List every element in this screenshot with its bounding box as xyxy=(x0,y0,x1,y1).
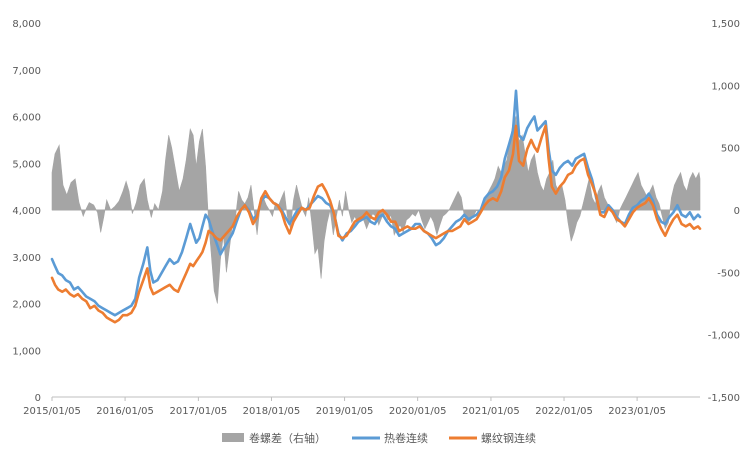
y-left-tick-label: 5,000 xyxy=(12,159,41,170)
y-left-tick-label: 6,000 xyxy=(12,113,41,124)
legend-label: 热卷连续 xyxy=(384,431,428,445)
legend-label: 螺纹钢连续 xyxy=(481,431,536,445)
x-tick-label: 2023/01/05 xyxy=(608,406,666,417)
x-tick-label: 2020/01/05 xyxy=(389,406,447,417)
y-right-tick-label: 0 xyxy=(734,206,740,217)
y-right-tick-label: -500 xyxy=(717,268,740,279)
x-tick-label: 2018/01/05 xyxy=(243,406,301,417)
y-left-tick-label: 2,000 xyxy=(12,300,41,311)
y-right-tick-label: 500 xyxy=(721,144,740,155)
y-left-tick-label: 0 xyxy=(35,393,41,404)
y-left-tick-label: 4,000 xyxy=(12,206,41,217)
x-tick-label: 2022/01/05 xyxy=(535,406,593,417)
x-tick-label: 2019/01/05 xyxy=(316,406,374,417)
y-left-tick-label: 1,000 xyxy=(12,346,41,357)
legend-swatch-spread xyxy=(222,433,244,442)
y-left-tick-label: 3,000 xyxy=(12,253,41,264)
y-right-tick-label: 1,000 xyxy=(711,81,740,92)
x-tick-label: 2017/01/05 xyxy=(170,406,228,417)
y-left-tick-label: 8,000 xyxy=(12,19,41,30)
x-tick-label: 2015/01/05 xyxy=(23,406,81,417)
x-tick-label: 2021/01/05 xyxy=(462,406,520,417)
x-tick-label: 2016/01/05 xyxy=(96,406,154,417)
legend-label: 卷螺差（右轴） xyxy=(249,431,326,445)
y-right-tick-label: 1,500 xyxy=(711,19,740,30)
y-left-tick-label: 7,000 xyxy=(12,66,41,77)
series-hot-coil-line xyxy=(50,89,702,317)
y-right-tick-label: -1,500 xyxy=(708,393,740,404)
y-right-tick-label: -1,000 xyxy=(708,331,740,342)
series-rebar-line xyxy=(50,124,702,324)
